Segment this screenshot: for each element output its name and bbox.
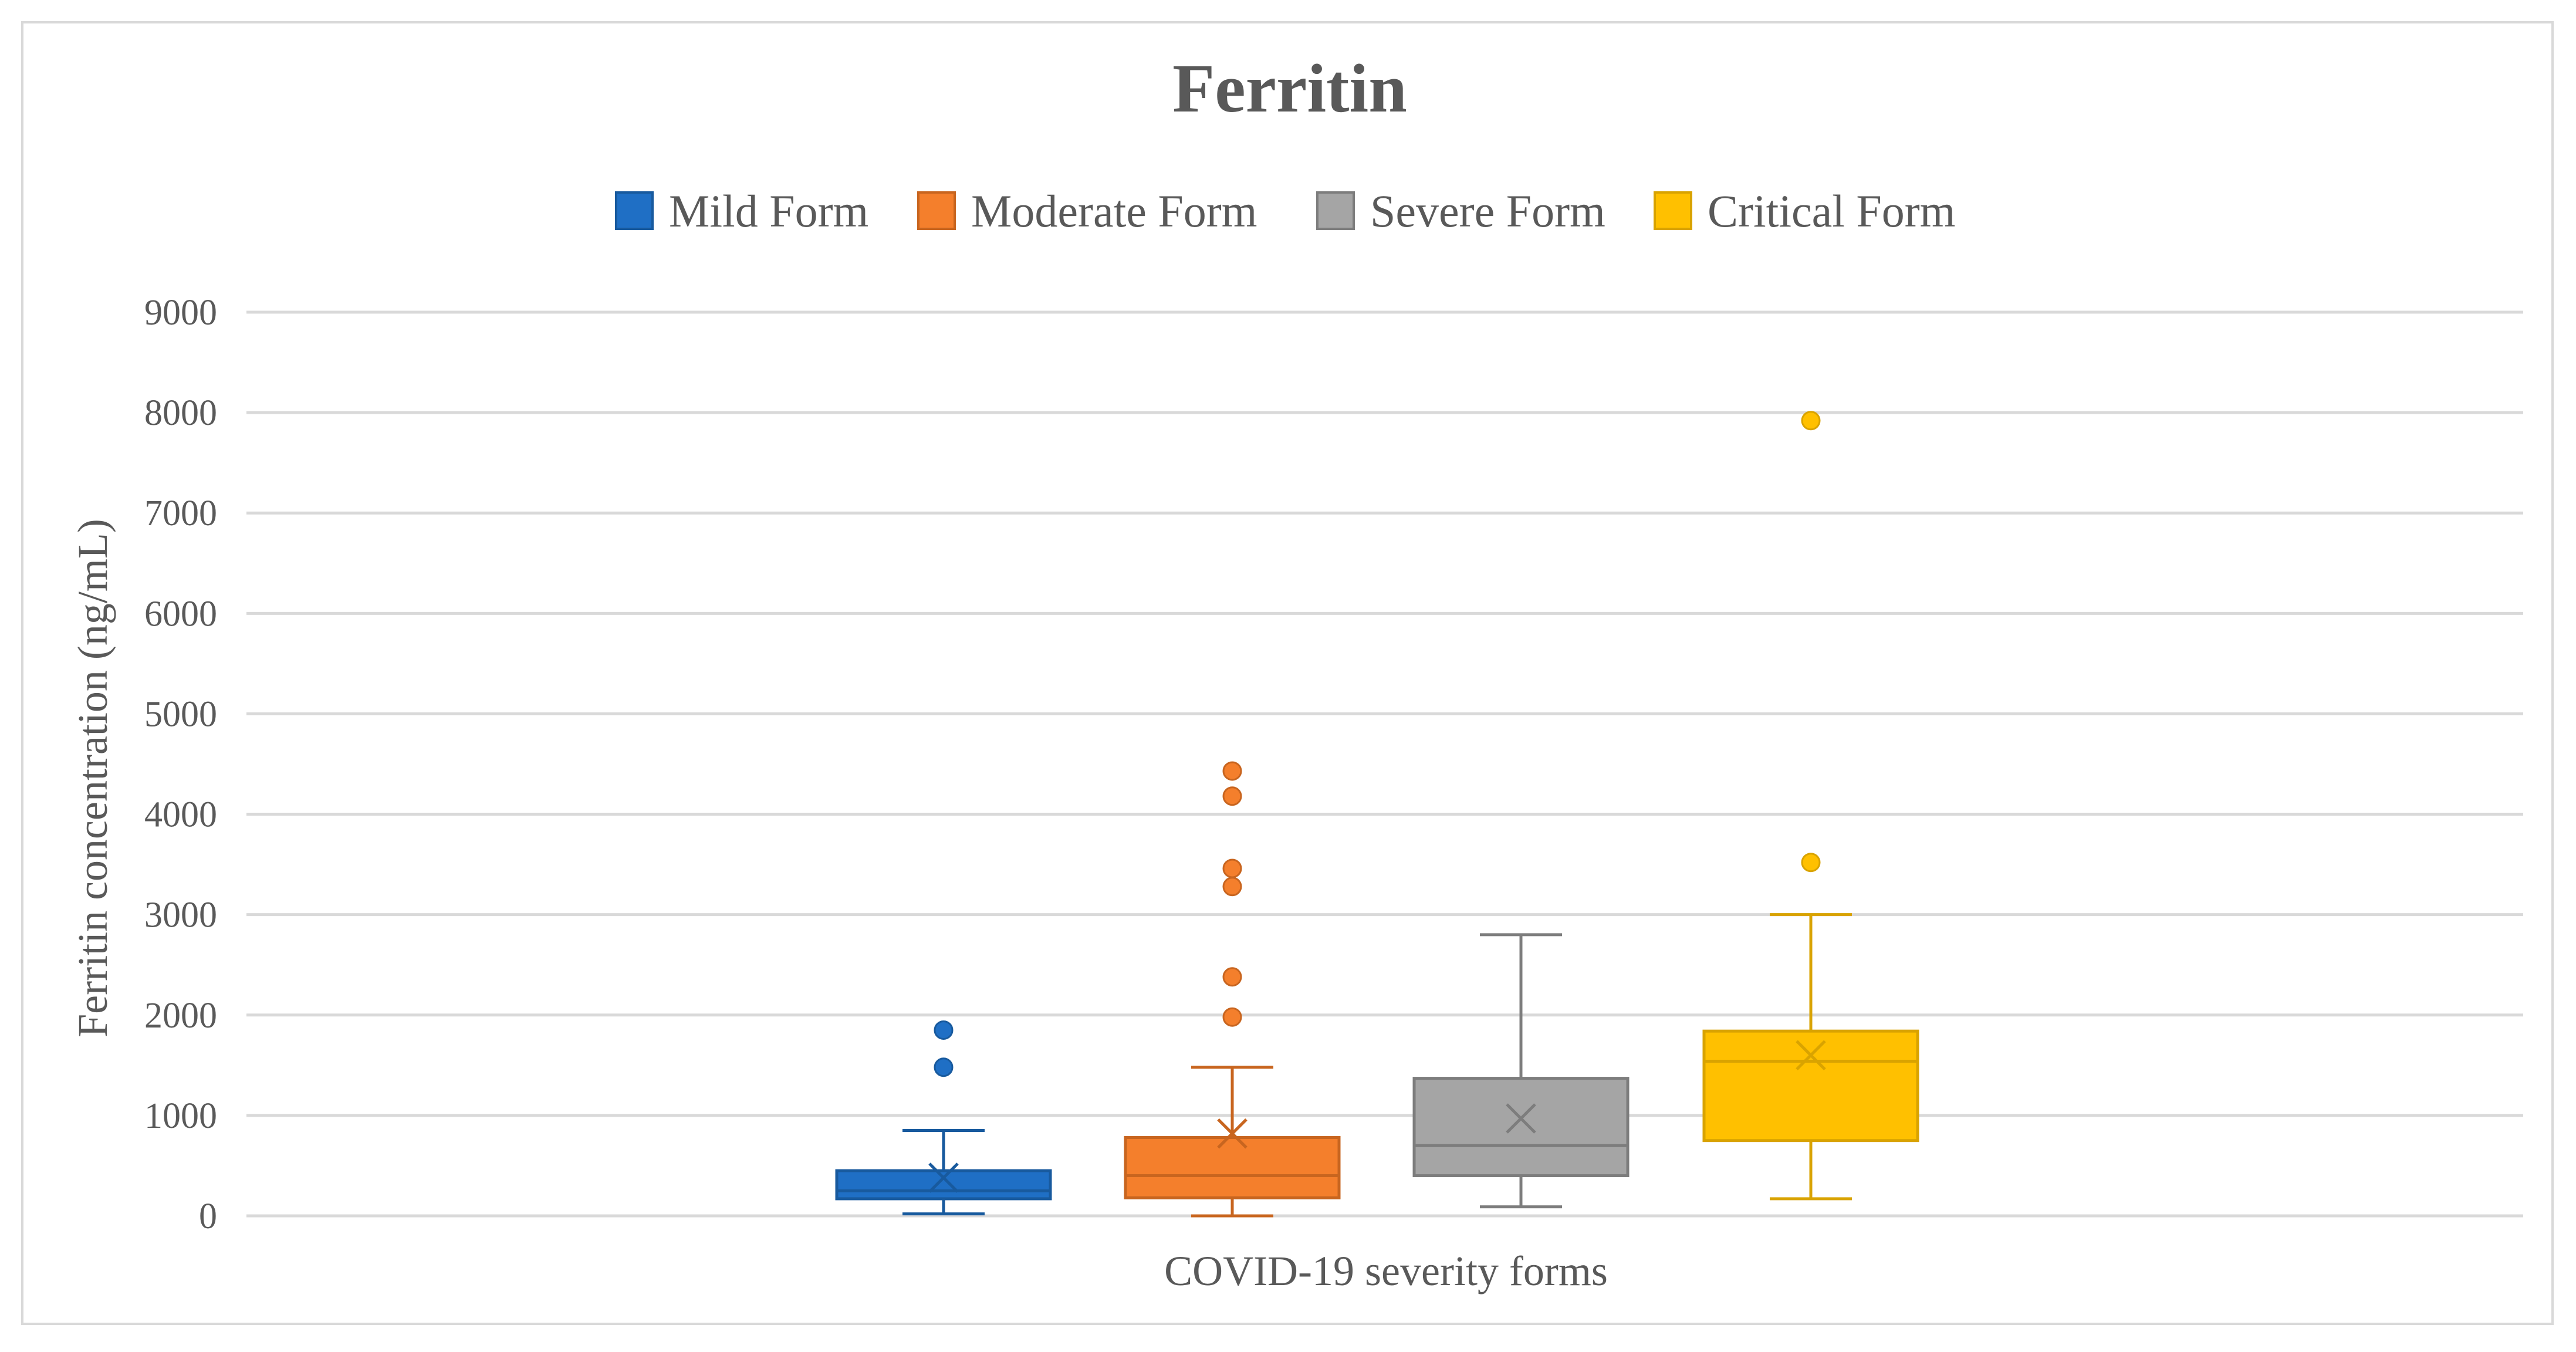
box-plot-1	[835, 1020, 1052, 1216]
outlier-point	[934, 1057, 954, 1077]
outlier-point	[1801, 411, 1821, 431]
box-plot-4	[1702, 411, 1919, 1201]
outlier-point	[1222, 967, 1242, 987]
y-tick-label: 8000	[144, 393, 217, 433]
outlier-point	[1222, 761, 1242, 781]
legend-item: Mild Form	[615, 185, 868, 236]
y-tick-label: 0	[199, 1196, 217, 1236]
box-iqr	[1702, 1029, 1919, 1143]
outlier-point	[1222, 786, 1242, 806]
mean-marker	[1796, 1040, 1826, 1070]
legend-item: Critical Form	[1654, 185, 1955, 236]
y-axis-ticks: 0 1000 2000 3000 4000 5000 6000 7000 8000 9000	[144, 293, 217, 1236]
outlier-point	[1222, 877, 1242, 897]
outlier-point	[1222, 858, 1242, 878]
box-iqr	[1412, 1077, 1630, 1178]
outlier-point	[1801, 853, 1821, 873]
y-axis-label: Ferritin concentration (ng/mL)	[69, 519, 116, 1037]
chart-frame: Ferritin Mild Form Moderate Form Severe Fo…	[21, 21, 2554, 1325]
y-tick-label: 6000	[144, 594, 217, 634]
y-tick-label: 9000	[144, 293, 217, 333]
box-iqr	[1124, 1136, 1341, 1199]
y-tick-label: 3000	[144, 895, 217, 935]
x-axis-label: COVID-19 severity forms	[1164, 1248, 1608, 1294]
outlier-point	[1222, 1007, 1242, 1027]
legend-label: Severe Form	[1370, 185, 1605, 236]
legend-label: Mild Form	[669, 185, 868, 236]
y-tick-label: 5000	[144, 694, 217, 734]
y-tick-label: 1000	[144, 1096, 217, 1136]
legend: Mild Form Moderate Form Severe Form Critica…	[615, 185, 1955, 236]
y-tick-label: 7000	[144, 494, 217, 533]
y-tick-label: 4000	[144, 795, 217, 835]
chart-title: Ferritin	[1172, 50, 1407, 127]
legend-swatch	[917, 191, 956, 230]
box-plot-3	[1412, 933, 1630, 1209]
legend-item: Severe Form	[1316, 185, 1605, 236]
box-iqr	[835, 1169, 1052, 1201]
gridlines	[246, 310, 2523, 1218]
mean-marker	[928, 1162, 959, 1193]
legend-item: Moderate Form	[917, 185, 1257, 236]
mean-marker	[1217, 1118, 1248, 1149]
outlier-point	[934, 1020, 954, 1040]
mean-marker	[1506, 1103, 1536, 1134]
plot-area	[835, 411, 1919, 1218]
legend-swatch	[1654, 191, 1692, 230]
chart-svg: Ferritin Mild Form Moderate Form Severe Fo…	[69, 50, 2523, 1294]
legend-swatch	[615, 191, 654, 230]
y-tick-label: 2000	[144, 996, 217, 1036]
legend-swatch	[1316, 191, 1355, 230]
legend-label: Moderate Form	[971, 185, 1257, 236]
legend-label: Critical Form	[1708, 185, 1955, 236]
box-plot-2	[1124, 761, 1341, 1218]
